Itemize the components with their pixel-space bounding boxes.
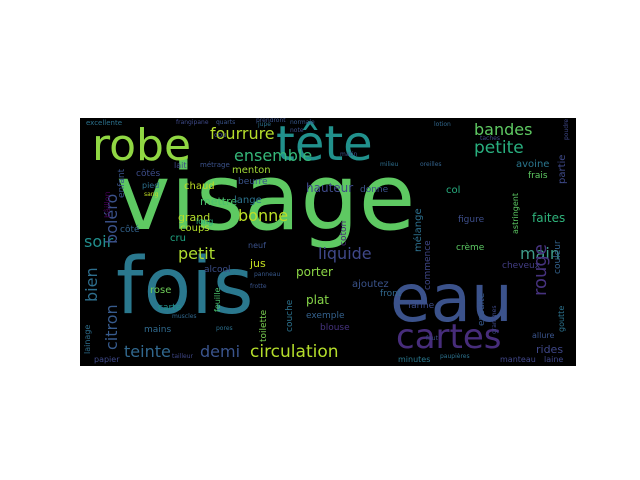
word-astringent: astringent xyxy=(511,193,520,234)
word-mettre: mettre xyxy=(200,195,238,208)
word-donne: donne xyxy=(360,185,389,195)
word-mains: mains xyxy=(144,325,172,335)
word-oreilles: oreilles xyxy=(420,161,442,168)
word-panneau: panneau xyxy=(254,271,281,278)
word-circulation: circulation xyxy=(250,342,339,362)
word-beurre: beurre xyxy=(238,177,268,187)
word-note: note xyxy=(290,127,304,134)
word-partie: partie xyxy=(557,154,568,184)
word-frotte: frotte xyxy=(250,283,267,290)
word-feuille: feuille xyxy=(213,287,222,312)
word-metrage: métrage xyxy=(200,161,230,169)
word-toilette: toilette xyxy=(259,309,269,342)
word-robe: robe xyxy=(92,120,192,171)
word-cou: cou xyxy=(214,131,227,139)
word-chaud: chaud xyxy=(184,181,215,192)
word-milieu: milieu xyxy=(380,161,399,168)
word-demi: demi xyxy=(200,342,241,361)
word-petit: petit xyxy=(178,244,215,263)
word-rides: rides xyxy=(536,343,564,356)
word-frangipane: frangipane xyxy=(176,119,209,126)
word-figure: figure xyxy=(458,215,485,225)
word-frais: frais xyxy=(528,171,548,181)
word-coton: coton xyxy=(339,220,349,246)
word-goutte: goutte xyxy=(557,305,566,332)
word-jupe: jupe xyxy=(258,121,271,128)
word-excellente: excellente xyxy=(86,119,123,127)
word-menton: menton xyxy=(232,165,271,176)
word-grammes: grammes xyxy=(491,305,498,334)
word-laine: laine xyxy=(544,355,564,364)
word-hauteur: hauteur xyxy=(306,181,354,195)
word-tailleur: tailleur xyxy=(172,353,193,360)
word-alcool: alcool xyxy=(204,265,231,275)
word-poudre: poudre xyxy=(563,118,570,140)
word-teinte: teinte xyxy=(124,342,171,361)
word-col: col xyxy=(446,185,461,196)
word-creme: crème xyxy=(456,243,485,253)
word-farine: farine xyxy=(408,301,435,311)
word-cartes: cartes xyxy=(396,317,502,357)
word-cotes: côtés xyxy=(136,169,161,179)
word-visage: visage xyxy=(116,144,416,251)
word-jus: jus xyxy=(250,257,266,270)
word-quarts: quarts xyxy=(216,119,236,126)
word-couleur: couleur xyxy=(553,240,563,274)
word-matin: matin xyxy=(340,151,358,158)
word-allure: allure xyxy=(532,331,555,340)
word-ajoutez: ajoutez xyxy=(352,279,389,290)
word-sang: sang xyxy=(144,191,159,198)
word-faites: faites xyxy=(532,211,566,225)
word-manteau: manteau xyxy=(500,355,536,364)
word-exemple: exemple xyxy=(306,311,345,321)
word-muscles: muscles xyxy=(172,313,197,320)
word-lange: lange xyxy=(234,195,262,206)
word-front: front xyxy=(380,289,402,299)
word-blouse: blouse xyxy=(320,323,350,333)
word-petite: petite xyxy=(474,138,524,158)
word-normale: normale xyxy=(290,119,315,126)
word-couche: couche xyxy=(285,299,295,332)
word-faut: faut xyxy=(426,335,438,342)
word-baillon: bâillon xyxy=(103,191,112,218)
word-commence: commence xyxy=(423,240,433,290)
word-minutes: minutes xyxy=(398,355,431,364)
word-citron: citron xyxy=(102,304,121,350)
word-ensuite: ensuite xyxy=(477,292,487,326)
word-pores: pores xyxy=(216,325,233,332)
word-papier: papier xyxy=(94,355,120,364)
word-coups: coups xyxy=(180,223,210,234)
word-lait: lait xyxy=(174,161,187,170)
word-fourrure: fourrure xyxy=(210,124,275,143)
word-cru: cru xyxy=(170,233,186,244)
word-enfant: enfant xyxy=(117,168,127,198)
word-neuf: neuf xyxy=(248,241,266,250)
word-rose: rose xyxy=(150,285,172,296)
word-lotion: lotion xyxy=(434,121,451,128)
word-main: main xyxy=(520,244,560,263)
word-bandes: bandes xyxy=(474,120,533,139)
word-pied: pied xyxy=(142,181,160,190)
word-ensemble: ensemble xyxy=(234,146,313,165)
word-eau: eau xyxy=(390,260,513,337)
word-cloud: visage fois eau tête robe cartes fourrur… xyxy=(80,118,576,366)
word-cote: côté xyxy=(120,225,140,235)
word-liquide: liquide xyxy=(318,244,372,263)
word-prendront: prendront xyxy=(256,118,286,124)
word-soir: soir xyxy=(84,232,114,251)
word-lainage: lainage xyxy=(83,324,92,354)
word-taches: taches xyxy=(480,135,500,142)
word-paupieres: paupières xyxy=(440,353,470,360)
word-fois: fois xyxy=(116,242,254,332)
word-porter: porter xyxy=(296,265,333,279)
word-avoine: avoine xyxy=(516,159,550,170)
word-carte: carte xyxy=(158,303,182,313)
word-bonne: bonne xyxy=(238,206,289,225)
word-plat: plat xyxy=(306,293,330,307)
word-long: long xyxy=(196,217,214,226)
word-tete: tête xyxy=(276,118,373,172)
word-grand: grand xyxy=(178,211,211,224)
word-bien: bien xyxy=(82,267,101,302)
word-cheveux: cheveux xyxy=(502,261,541,271)
